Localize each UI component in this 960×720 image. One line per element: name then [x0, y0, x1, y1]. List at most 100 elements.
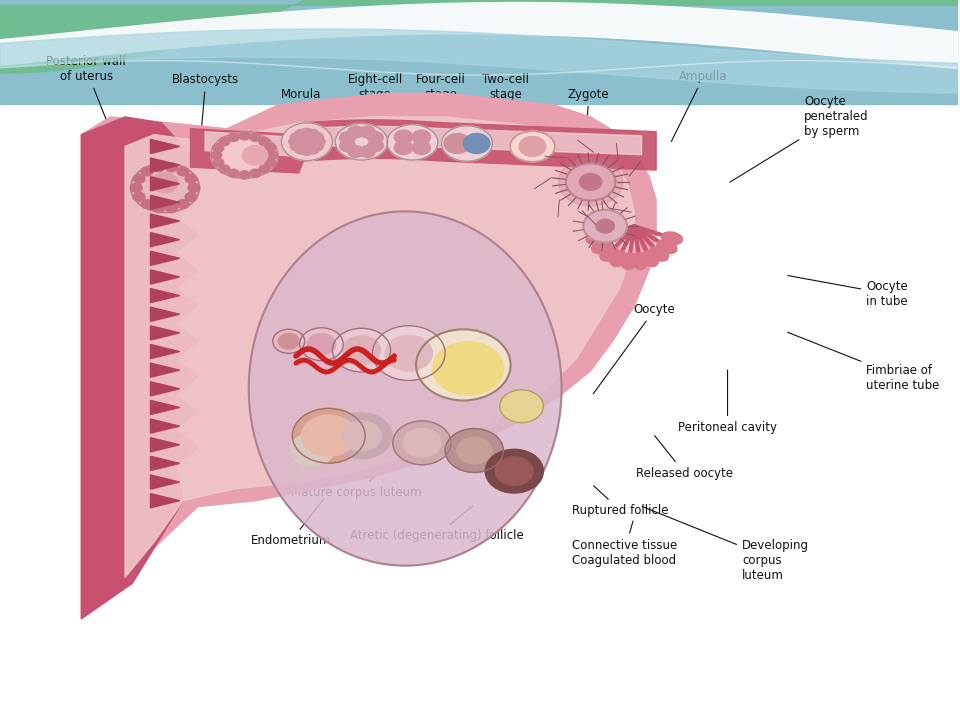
Ellipse shape [591, 240, 612, 253]
Circle shape [412, 140, 430, 155]
Text: Ampulla: Ampulla [671, 70, 728, 142]
Circle shape [265, 158, 276, 167]
Circle shape [395, 130, 413, 144]
Circle shape [416, 329, 511, 400]
Circle shape [584, 210, 627, 243]
Text: Zygote: Zygote [568, 88, 610, 176]
Text: Atretic (degenerating) follicle: Atretic (degenerating) follicle [349, 505, 523, 542]
Text: Endometrium: Endometrium [251, 499, 331, 547]
Circle shape [340, 140, 355, 152]
Circle shape [393, 421, 451, 464]
Circle shape [219, 165, 230, 174]
Ellipse shape [131, 163, 200, 212]
Text: Oocyte: Oocyte [593, 303, 676, 394]
Polygon shape [151, 344, 180, 359]
Polygon shape [82, 117, 198, 618]
Polygon shape [151, 307, 180, 321]
Text: Developing
corpus
luteum: Developing corpus luteum [642, 506, 809, 582]
Circle shape [368, 140, 383, 152]
Text: Ruptured follicle: Ruptured follicle [572, 486, 668, 517]
Ellipse shape [249, 212, 562, 566]
Circle shape [445, 428, 503, 472]
Circle shape [265, 144, 276, 152]
Circle shape [290, 433, 334, 467]
Ellipse shape [600, 246, 618, 261]
Text: Peritoneal cavity: Peritoneal cavity [678, 370, 777, 434]
Polygon shape [151, 494, 180, 508]
Text: Released oocyte: Released oocyte [636, 436, 733, 480]
Text: Two-cell
stage: Two-cell stage [482, 73, 529, 171]
Ellipse shape [510, 131, 555, 162]
Circle shape [412, 130, 430, 144]
Circle shape [348, 145, 364, 158]
Circle shape [500, 390, 543, 423]
Circle shape [300, 128, 314, 138]
Polygon shape [125, 117, 635, 577]
Circle shape [343, 336, 380, 364]
Circle shape [211, 151, 222, 159]
Text: Corpus albicans: Corpus albicans [218, 431, 380, 463]
Circle shape [300, 145, 314, 156]
Circle shape [342, 420, 381, 451]
Ellipse shape [621, 253, 637, 269]
Text: Morula: Morula [281, 88, 322, 177]
Polygon shape [151, 363, 180, 377]
Ellipse shape [442, 126, 492, 161]
Circle shape [485, 449, 543, 493]
Circle shape [219, 138, 230, 145]
Text: Posterior wall
of uterus: Posterior wall of uterus [46, 55, 126, 127]
Text: Mature
follicle: Mature follicle [574, 302, 625, 351]
Ellipse shape [650, 246, 669, 261]
Circle shape [141, 199, 153, 209]
Text: Secondary
follicle: Secondary follicle [405, 272, 468, 343]
Circle shape [242, 145, 268, 165]
Circle shape [340, 132, 355, 143]
Circle shape [566, 163, 615, 200]
Polygon shape [151, 251, 180, 266]
Polygon shape [151, 176, 180, 191]
Polygon shape [0, 29, 957, 93]
Ellipse shape [632, 253, 648, 269]
Circle shape [307, 333, 336, 355]
Circle shape [359, 126, 375, 138]
Circle shape [259, 138, 270, 145]
Polygon shape [0, 0, 957, 73]
Polygon shape [151, 214, 180, 228]
Circle shape [152, 173, 179, 193]
Ellipse shape [641, 251, 659, 266]
Ellipse shape [387, 125, 438, 160]
Circle shape [165, 204, 178, 212]
Text: Mature corpus luteum: Mature corpus luteum [291, 446, 421, 499]
Polygon shape [151, 195, 180, 210]
Circle shape [228, 133, 239, 141]
Circle shape [290, 132, 303, 143]
Text: Fimbriae of
uterine tube: Fimbriae of uterine tube [787, 332, 940, 392]
Polygon shape [82, 94, 656, 618]
Polygon shape [151, 270, 180, 284]
Ellipse shape [335, 123, 388, 160]
Circle shape [310, 132, 324, 143]
Polygon shape [151, 140, 180, 153]
Polygon shape [151, 158, 180, 172]
Polygon shape [205, 127, 641, 156]
Text: Oocyte
in tube: Oocyte in tube [788, 276, 908, 307]
Circle shape [267, 151, 278, 159]
Circle shape [213, 158, 224, 167]
Circle shape [559, 158, 623, 206]
Text: Four-cell
stage: Four-cell stage [416, 73, 466, 172]
Circle shape [359, 145, 375, 158]
Circle shape [385, 336, 432, 371]
Ellipse shape [586, 232, 608, 245]
Circle shape [310, 141, 324, 151]
Bar [0, 0, 957, 104]
Circle shape [290, 141, 303, 151]
Text: Follicle
approaching
maturity: Follicle approaching maturity [488, 281, 562, 350]
Circle shape [368, 132, 383, 143]
Ellipse shape [610, 251, 627, 266]
Polygon shape [0, 3, 957, 69]
Circle shape [213, 144, 224, 152]
Circle shape [185, 174, 197, 183]
Polygon shape [151, 289, 180, 302]
Text: Oocyte
penetraled
by sperm: Oocyte penetraled by sperm [730, 95, 869, 182]
Text: Epithelium: Epithelium [243, 388, 388, 402]
